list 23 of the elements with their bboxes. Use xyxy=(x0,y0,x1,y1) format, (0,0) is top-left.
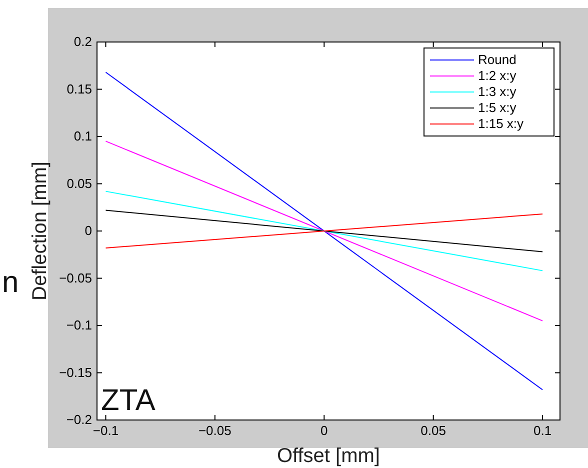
x-tick-label: 0.05 xyxy=(420,423,446,438)
y-tick-label: −0.1 xyxy=(66,318,92,332)
y-tick-label: −0.15 xyxy=(59,364,92,380)
x-axis-title: Offset [mm] xyxy=(277,445,380,467)
legend-label: Round xyxy=(478,52,516,67)
text: n xyxy=(2,266,19,299)
x-tick-label: 0.1 xyxy=(533,423,552,438)
y-tick-label: −0.05 xyxy=(59,270,92,286)
x-tick-label: 0 xyxy=(320,423,328,438)
x-tick-label: −0.05 xyxy=(198,423,232,438)
y-tick-label: 0.05 xyxy=(66,176,92,191)
y-tick-label: −0.2 xyxy=(66,412,92,427)
legend-label: 1:15 x:y xyxy=(478,116,524,131)
legend-label: 1:2 x:y xyxy=(478,68,517,83)
y-tick-label: 0.1 xyxy=(74,128,92,144)
legend-label: 1:3 x:y xyxy=(478,84,517,99)
legend-label: 1:5 x:y xyxy=(478,100,517,115)
y-tick-label: 0 xyxy=(84,223,92,238)
y-tick-label: 0.2 xyxy=(74,34,92,49)
annotation: ZTA xyxy=(101,384,156,417)
y-axis-title: Deflection [mm] xyxy=(29,162,51,300)
y-tick-label: 0.15 xyxy=(66,81,92,96)
x-tick-label: −0.1 xyxy=(92,423,119,438)
